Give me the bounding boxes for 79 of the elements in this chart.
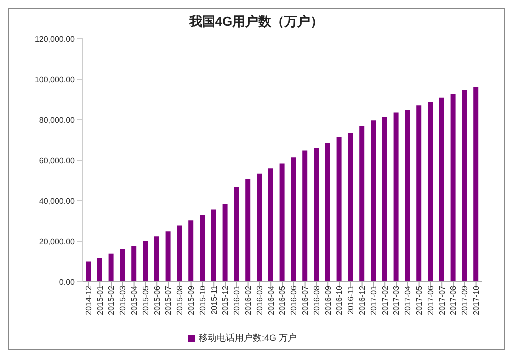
bar [439, 98, 444, 282]
bar [177, 226, 182, 282]
x-tick-label: 2015-03 [118, 285, 128, 316]
x-tick-label: 2016-07 [300, 285, 310, 316]
bar [462, 90, 468, 282]
y-tick-label: 100,000.00 [34, 75, 76, 84]
x-tick-label: 2015-11 [210, 285, 219, 315]
bar [314, 148, 319, 282]
bar [257, 174, 262, 282]
bar [222, 204, 228, 282]
x-tick-label: 2016-09 [324, 285, 333, 316]
y-tick-label: 60,000.00 [39, 156, 76, 166]
x-tick-label: 2015-05 [141, 285, 150, 316]
bar [348, 133, 354, 282]
legend-label: 移动电话用户数:4G 万户 [198, 333, 297, 343]
bar [450, 94, 456, 282]
x-tick-label: 2017-05 [414, 285, 424, 316]
bar [86, 262, 91, 282]
x-tick-label: 2016-01 [232, 285, 242, 316]
x-tick-label: 2017-01 [369, 285, 378, 316]
x-tick-label: 2015-02 [107, 285, 116, 316]
y-tick-label: 20,000.00 [39, 237, 76, 246]
bar [166, 232, 171, 282]
x-tick-label: 2015-09 [186, 285, 196, 316]
x-tick-label: 2016-04 [266, 285, 276, 316]
x-tick-label: 2017-07 [438, 285, 447, 316]
bar [188, 220, 194, 282]
x-tick-label: 2015-08 [176, 285, 185, 316]
x-tick-label: 2015-04 [130, 285, 139, 316]
x-tick-label: 2015-07 [164, 285, 174, 316]
bar [474, 87, 479, 282]
y-tick-label: 0.00 [59, 278, 76, 287]
bar [382, 117, 388, 282]
x-tick-label: 2017-02 [380, 285, 390, 316]
x-tick-label: 2016-02 [244, 285, 253, 316]
bar [416, 106, 422, 282]
x-tick-label: 2017-10 [472, 285, 481, 316]
y-tick-label: 80,000.00 [39, 116, 76, 125]
x-tick-label: 2016-11 [346, 285, 356, 315]
x-tick-label: 2017-06 [426, 285, 436, 316]
bar [394, 112, 399, 282]
bar [108, 254, 114, 282]
chart-title: 我国4G用户数（万户） [188, 13, 325, 31]
x-tick-label: 2017-08 [449, 285, 458, 316]
x-tick-label: 2016-08 [312, 285, 322, 316]
bar [371, 120, 376, 282]
x-tick-label: 2016-06 [290, 285, 299, 316]
bar [428, 102, 433, 282]
x-tick-label: 2016-03 [255, 285, 264, 316]
bar [302, 150, 308, 282]
x-tick-label: 2016-05 [278, 285, 288, 316]
x-tick-label: 2015-12 [221, 285, 230, 316]
bar [120, 249, 126, 282]
x-tick-label: 2015-10 [198, 285, 208, 316]
x-tick-label: 2016-10 [335, 285, 344, 316]
x-tick-label: 2017-04 [404, 285, 413, 316]
bar [132, 246, 137, 282]
bar [211, 210, 216, 282]
bar [280, 164, 285, 282]
x-tick-label: 2015-06 [152, 285, 162, 316]
x-tick-label: 2014-12 [84, 285, 94, 316]
bar [246, 180, 251, 282]
x-tick-label: 2017-03 [392, 285, 402, 316]
bar [268, 168, 274, 282]
y-tick-label: 120,000.00 [34, 34, 76, 44]
bar [360, 126, 365, 282]
bar [200, 215, 205, 282]
x-tick-label: 2017-09 [460, 285, 470, 316]
x-tick-label: 2015-01 [96, 285, 105, 316]
bar [154, 236, 160, 282]
bar [291, 158, 296, 282]
bar [325, 143, 330, 282]
bar [143, 242, 148, 282]
bar [336, 137, 342, 282]
bar [234, 187, 240, 282]
y-tick-label: 40,000.00 [39, 196, 76, 206]
x-tick-label: 2016-12 [358, 285, 367, 316]
bar [405, 110, 410, 282]
bar [97, 258, 102, 282]
